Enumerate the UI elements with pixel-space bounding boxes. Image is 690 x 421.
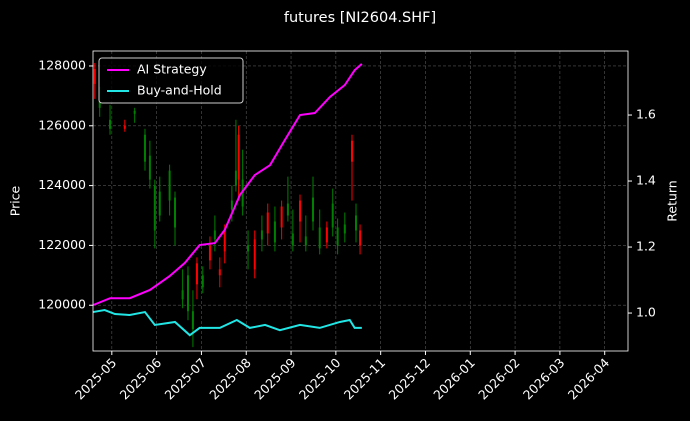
legend-label: AI Strategy	[137, 62, 207, 77]
candle-body	[230, 200, 233, 210]
candle-body	[223, 230, 226, 252]
candle-body	[336, 227, 339, 246]
y-axis-label: Price	[8, 185, 23, 216]
legend-label: Buy-and-Hold	[137, 83, 222, 98]
candle-body	[234, 170, 237, 186]
candle-body	[181, 290, 184, 300]
y2-tick-label: 1.6	[636, 107, 656, 122]
candle-body	[133, 110, 136, 114]
candle-body	[253, 239, 256, 270]
candle-body	[247, 245, 250, 252]
candle-body	[93, 68, 96, 84]
candle-body	[191, 311, 194, 330]
candle-body	[109, 119, 112, 129]
y-tick-label: 126000	[38, 117, 86, 132]
candle-body	[148, 155, 151, 180]
candle-body	[318, 227, 321, 249]
candle-body	[343, 224, 346, 234]
candle-body	[312, 197, 315, 222]
candle-body	[218, 269, 221, 276]
candle-body	[260, 230, 263, 240]
candle-body	[299, 200, 302, 222]
legend: AI Strategy Buy-and-Hold	[98, 57, 244, 104]
candle-body	[213, 230, 216, 240]
candle-body	[286, 203, 289, 216]
y-tick-label: 120000	[38, 297, 86, 312]
series-line	[92, 63, 363, 307]
candle-body	[158, 191, 161, 216]
candle-body	[350, 140, 353, 162]
candle-body	[201, 275, 204, 288]
candle-body	[153, 185, 156, 231]
candle-body	[123, 125, 126, 129]
candle-body	[186, 275, 189, 312]
y-tick-label: 122000	[38, 237, 86, 252]
plot-frame	[92, 50, 629, 352]
candle-body	[143, 134, 146, 162]
y2-tick-label: 1.4	[636, 173, 656, 188]
candle-body	[266, 212, 269, 234]
y2-axis-label: Return	[665, 180, 680, 221]
candle-body	[195, 263, 198, 285]
candle-body	[241, 179, 244, 207]
candle-body	[208, 245, 211, 261]
y2-tick-label: 1.0	[636, 305, 656, 320]
candle-body	[173, 197, 176, 228]
candle-body	[237, 134, 240, 180]
candle-body	[273, 221, 276, 243]
candle-body	[304, 236, 307, 246]
y-tick-label: 124000	[38, 177, 86, 192]
candle-body	[331, 203, 334, 228]
candle-body	[98, 101, 101, 108]
series-line	[92, 309, 362, 337]
candle-body	[280, 206, 283, 228]
candle-body	[291, 233, 294, 246]
candle-body	[325, 227, 328, 243]
y2-tick-label: 1.2	[636, 239, 656, 254]
candle-body	[359, 230, 362, 246]
candle-body	[168, 170, 171, 201]
legend-box	[98, 57, 244, 104]
candle-body	[355, 215, 358, 231]
y-tick-label: 128000	[38, 57, 86, 72]
chart-title: futures [NI2604.SHF]	[284, 10, 436, 26]
